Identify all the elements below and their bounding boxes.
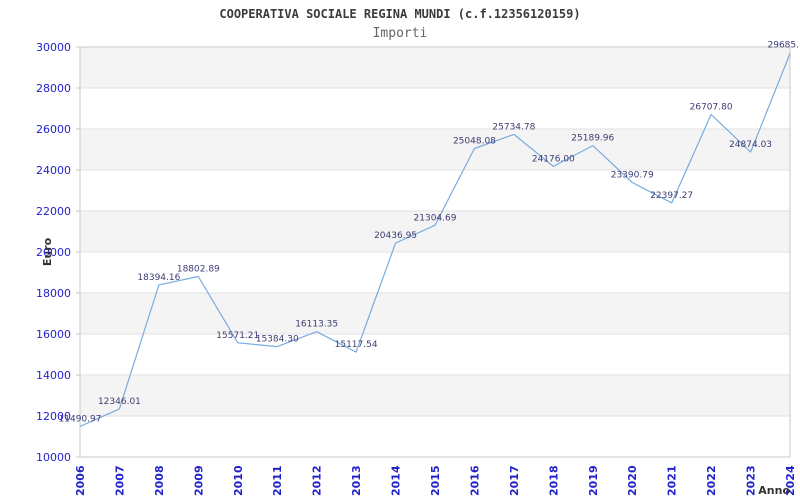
x-tick-label: 2019 — [587, 465, 600, 496]
x-tick-label: 2017 — [508, 465, 521, 496]
x-tick-label: 2024 — [784, 465, 797, 496]
trend-line — [79, 53, 791, 427]
plot-bands — [80, 47, 790, 416]
data-point-label: 18394.16 — [137, 273, 180, 283]
data-point-label: 11490.97 — [59, 414, 102, 424]
x-tick-label: 2006 — [74, 465, 87, 496]
data-point-label: 18802.89 — [177, 265, 220, 275]
gridlines — [80, 87, 790, 417]
x-tick-label: 2022 — [705, 465, 718, 496]
grid-band — [80, 293, 790, 334]
data-point-label: 15384.30 — [256, 335, 299, 345]
grid-band — [80, 129, 790, 170]
data-point-label: 25734.78 — [492, 122, 535, 132]
data-point-label: 25048.08 — [453, 137, 496, 147]
x-tick-label: 2021 — [666, 465, 679, 496]
y-tick-label: 28000 — [36, 82, 71, 95]
data-point-label: 29685. — [768, 40, 800, 50]
y-tick-label: 14000 — [36, 369, 71, 382]
y-tick-label: 22000 — [36, 205, 71, 218]
x-axis-title: Anno — [758, 484, 790, 497]
x-tick-label: 2009 — [192, 465, 205, 496]
chart-title: COOPERATIVA SOCIALE REGINA MUNDI (c.f.12… — [219, 7, 581, 21]
x-tick-label: 2015 — [429, 465, 442, 496]
grid-band — [80, 211, 790, 252]
y-axis-ticks — [76, 46, 80, 458]
x-tick-label: 2012 — [311, 465, 324, 496]
x-tick-label: 2020 — [626, 465, 639, 496]
x-tick-label: 2013 — [350, 465, 363, 496]
x-tick-label: 2016 — [468, 465, 481, 496]
x-tick-label: 2010 — [232, 465, 245, 496]
y-tick-label: 30000 — [36, 41, 71, 54]
data-point-label: 25189.96 — [571, 134, 614, 144]
y-tick-label: 24000 — [36, 164, 71, 177]
data-point-label: 16113.35 — [295, 320, 338, 330]
data-point-label: 15117.54 — [335, 340, 378, 350]
y-axis-title: Euro — [41, 237, 54, 266]
data-point-label: 20436.95 — [374, 231, 417, 241]
y-tick-label: 10000 — [36, 451, 71, 464]
data-point-label: 24874.03 — [729, 140, 772, 150]
x-tick-label: 2008 — [153, 465, 166, 496]
data-point-label: 15571.21 — [216, 331, 259, 341]
data-point-label: 22397.27 — [650, 191, 693, 201]
x-tick-label: 2023 — [745, 465, 758, 496]
x-tick-label: 2007 — [113, 465, 126, 496]
grid-band — [80, 47, 790, 88]
data-point-label: 24176.00 — [532, 154, 575, 164]
x-axis-labels: 2006 2007 2008 2009 2010 2011 2012 2013 2014 2015… — [74, 465, 797, 496]
y-tick-label: 18000 — [36, 287, 71, 300]
grid-band — [80, 375, 790, 416]
y-tick-label: 26000 — [36, 123, 71, 136]
data-point-label: 21304.69 — [414, 213, 457, 223]
data-point-label: 12346.01 — [98, 397, 141, 407]
y-tick-label: 20000 — [36, 246, 71, 259]
chart-subtitle: Importi — [372, 26, 428, 41]
x-tick-label: 2011 — [271, 465, 284, 496]
y-axis-labels: 10000 12000 14000 16000 18000 20000 22000 24000… — [36, 41, 71, 464]
data-point-label: 23390.79 — [611, 170, 654, 180]
x-tick-label: 2014 — [390, 465, 403, 496]
data-point-label: 26707.80 — [690, 102, 733, 112]
x-tick-label: 2018 — [547, 465, 560, 496]
y-tick-label: 12000 — [36, 410, 71, 423]
y-tick-label: 16000 — [36, 328, 71, 341]
